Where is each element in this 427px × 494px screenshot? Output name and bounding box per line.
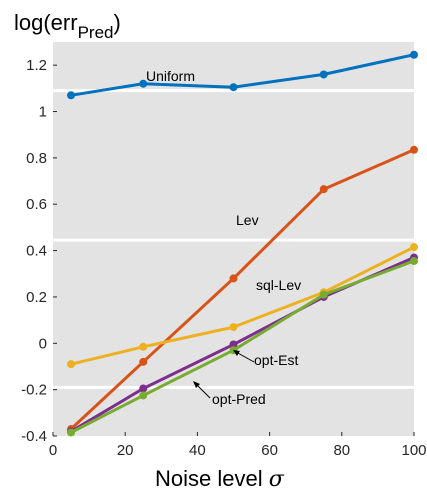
point-opt-pred-4 xyxy=(410,257,418,266)
opt-est-arrowhead xyxy=(233,350,240,356)
point-lev-1 xyxy=(139,357,148,366)
series-layer xyxy=(67,50,418,437)
x-axis-ticks: 0 20 40 60 80 100 xyxy=(49,432,427,459)
point-sql-lev-4 xyxy=(410,243,418,252)
x-axis-label: Noise level σ xyxy=(155,466,285,492)
point-lev-2 xyxy=(229,274,238,283)
opt-est-arrow xyxy=(235,351,255,363)
point-uniform-4 xyxy=(410,50,418,59)
point-lev-4 xyxy=(410,145,418,154)
y-tick-label-3: 0.2 xyxy=(26,289,47,306)
x-tick-label-1: 20 xyxy=(117,442,134,459)
point-opt-est-1 xyxy=(139,384,148,393)
y-tick-label-8: 1.2 xyxy=(26,57,47,74)
y-tick-label-1: -0.2 xyxy=(21,382,47,399)
y-tick-label-7: 1 xyxy=(39,104,47,121)
point-opt-est-2 xyxy=(229,340,238,349)
x-axis-label-text: Noise level xyxy=(155,466,263,491)
y-tick-label-0: -0.4 xyxy=(21,428,47,445)
y-tick-label-4: 0.4 xyxy=(26,243,47,260)
x-tick-label-5: 100 xyxy=(401,442,426,459)
point-sql-lev-1 xyxy=(139,342,148,351)
point-sql-lev-0 xyxy=(67,360,76,369)
annotation-layer: Uniform Lev sql-Lev opt-Est opt-Pred xyxy=(146,68,301,407)
annotation-opt-est: opt-Est xyxy=(254,352,298,368)
y-axis-ticks: -0.4 -0.2 0 0.2 0.4 0.6 0.8 1 1.2 xyxy=(21,57,57,445)
x-tick-label-3: 60 xyxy=(261,442,278,459)
y-tick-label-2: 0 xyxy=(39,335,47,352)
series-uniform xyxy=(67,50,418,100)
y-axis-label-main: log(err xyxy=(14,10,78,35)
point-uniform-0 xyxy=(67,91,76,100)
annotation-sql-lev: sql-Lev xyxy=(256,277,301,293)
x-tick-label-4: 80 xyxy=(333,442,350,459)
point-uniform-2 xyxy=(229,83,238,92)
y-axis-label-close: ) xyxy=(114,10,121,35)
x-axis-label-symbol: σ xyxy=(269,467,285,492)
annotation-opt-pred: opt-Pred xyxy=(212,391,266,407)
annotation-lev: Lev xyxy=(236,212,259,228)
point-opt-pred-3 xyxy=(319,290,328,299)
y-axis-label-subscript: Pred xyxy=(78,23,114,42)
y-tick-label-5: 0.6 xyxy=(26,196,47,213)
opt-pred-arrow xyxy=(195,383,211,399)
point-uniform-1 xyxy=(139,79,148,88)
x-tick-label-2: 40 xyxy=(189,442,206,459)
opt-pred-arrowhead xyxy=(193,381,200,388)
x-tick-label-0: 0 xyxy=(49,442,57,459)
point-opt-pred-1 xyxy=(139,391,148,400)
point-sql-lev-2 xyxy=(229,323,238,332)
annotation-uniform: Uniform xyxy=(146,68,195,84)
y-axis-label: log(errPred) xyxy=(14,10,121,42)
point-uniform-3 xyxy=(319,70,328,79)
point-lev-3 xyxy=(319,185,328,194)
y-tick-label-6: 0.8 xyxy=(26,150,47,167)
point-opt-pred-0 xyxy=(67,428,76,437)
